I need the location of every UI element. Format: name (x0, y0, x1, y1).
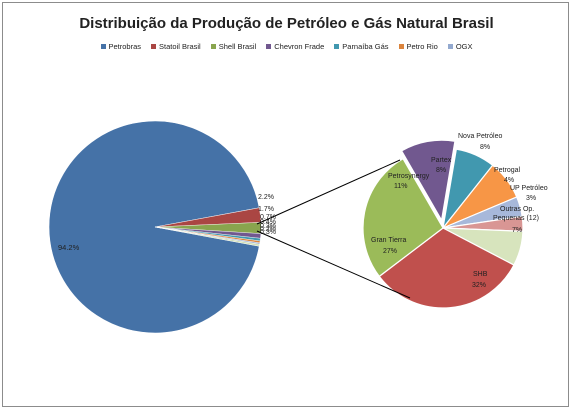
slice (362, 157, 444, 278)
legend-item: Parnaíba Gás (334, 42, 389, 51)
data-label: 3% (526, 195, 536, 202)
legend-label: Chevron Frade (274, 42, 325, 51)
legend-label: Statoil Brasil (159, 42, 201, 51)
slice-name-label: Nova Petróleo (458, 133, 502, 140)
legend-label: Shell Brasil (218, 42, 257, 51)
legend-swatch (100, 44, 106, 49)
data-label: 7% (512, 227, 522, 234)
legend-label: OGX (455, 42, 473, 51)
legend-item: Petro Rio (398, 42, 438, 51)
legend-swatch (398, 44, 404, 49)
legend-swatch (266, 44, 272, 49)
slice (400, 139, 456, 222)
legend-swatch (334, 44, 340, 49)
data-label: 11% (394, 183, 408, 190)
legend-label: Petro Rio (406, 42, 438, 51)
data-label: 32% (472, 282, 486, 289)
legend-label: Parnaíba Gás (342, 42, 389, 51)
slice-name-label: Gran Tierra (371, 237, 407, 244)
legend-item: Petrobras (100, 42, 142, 51)
data-label: 0.3% (260, 223, 276, 230)
legend-item: Statoil Brasil (151, 42, 201, 51)
slice-name-label: Petrosynergy (388, 173, 430, 180)
data-label: 27% (383, 248, 397, 255)
data-label: 0.2% (260, 226, 276, 233)
chart-title: Distribuição da Produção de Petróleo e G… (79, 15, 494, 32)
legend-label: Petrobras (108, 42, 142, 51)
data-label: 0.4% (260, 219, 276, 226)
legend-item: Shell Brasil (210, 42, 257, 51)
connector-line (256, 159, 401, 225)
legend-swatch (151, 44, 157, 49)
data-label: 4% (504, 177, 514, 184)
legend-item: OGX (447, 42, 473, 51)
slice-name-label: Petrogal (494, 167, 521, 174)
slice-name-label: Partex (431, 157, 452, 164)
legend-item: Chevron Frade (266, 42, 324, 51)
data-label: 2.2% (258, 194, 274, 201)
legend-swatch (210, 44, 216, 49)
slice (154, 226, 260, 247)
slice-name-label: UP Petróleo (510, 185, 548, 192)
data-label: 8% (436, 167, 446, 174)
chart-legend: Petrobras Statoil Brasil Shell Brasil Chevr… (3, 42, 570, 51)
data-label: 8% (480, 144, 490, 151)
slice-name-label: Outras Op. Pequenas (12) (493, 206, 539, 222)
legend-swatch (447, 44, 453, 49)
data-label: 1.7% (258, 206, 274, 213)
connector-line (256, 230, 411, 299)
slice-name-label: SHB (473, 271, 488, 278)
data-label: 94.2% (58, 243, 80, 252)
data-label: 0.3% (260, 229, 276, 236)
slice (378, 227, 515, 309)
data-label: 0.7% (260, 214, 276, 221)
slice-petrobras (48, 120, 260, 334)
